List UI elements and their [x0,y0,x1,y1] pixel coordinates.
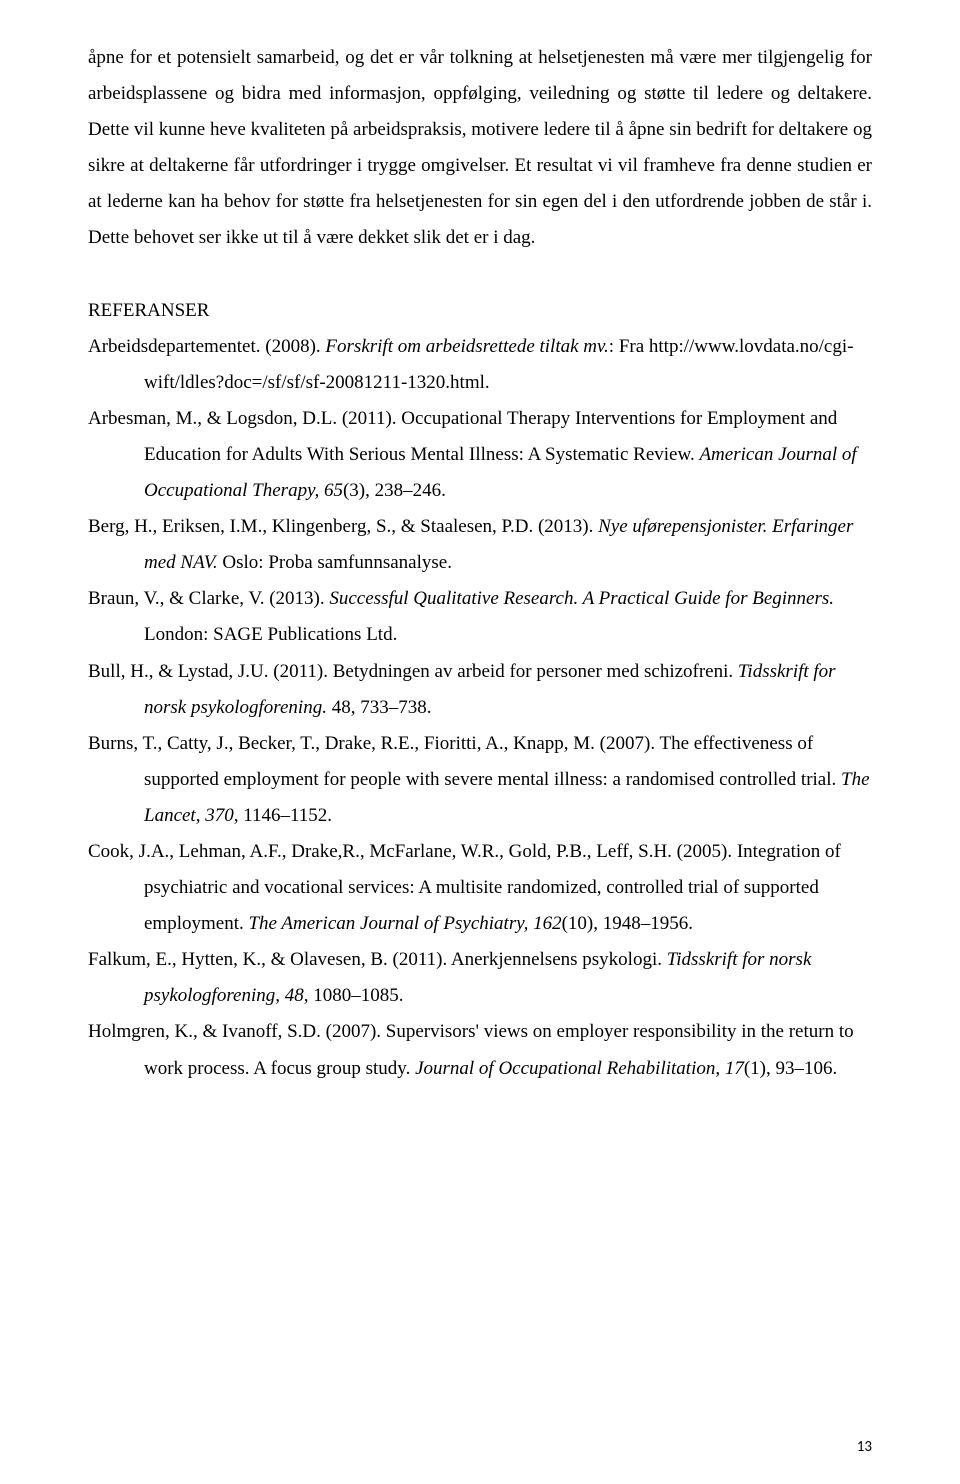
reference-italic: Forskrift om arbeidsrettede tiltak mv. [325,336,608,357]
reference-post: London: SAGE Publications Ltd. [144,624,397,645]
body-paragraph: åpne for et potensielt samarbeid, og det… [88,40,872,257]
reference-pre: Arbeidsdepartementet. (2008). [88,336,325,357]
page-number: 13 [857,1438,872,1456]
reference-pre: Falkum, E., Hytten, K., & Olavesen, B. (… [88,949,667,970]
reference-post: (3), 238–246. [343,480,446,501]
reference-post: (10), 1948–1956. [562,913,693,934]
reference-pre: Bull, H., & Lystad, J.U. (2011). Betydni… [88,661,738,682]
reference-entry: Cook, J.A., Lehman, A.F., Drake,R., McFa… [88,834,872,942]
reference-entry: Arbesman, M., & Logsdon, D.L. (2011). Oc… [88,401,872,509]
reference-entry: Burns, T., Catty, J., Becker, T., Drake,… [88,726,872,834]
reference-post: (1), 93–106. [744,1058,837,1079]
reference-post: 48, 733–738. [327,697,432,718]
references-heading: REFERANSER [88,293,872,329]
reference-pre: Berg, H., Eriksen, I.M., Klingenberg, S.… [88,516,598,537]
reference-italic: Journal of Occupational Rehabilitation, … [415,1058,744,1079]
reference-italic: Successful Qualitative Research. A Pract… [329,588,834,609]
reference-post: , 1080–1085. [304,985,404,1006]
reference-pre: Braun, V., & Clarke, V. (2013). [88,588,329,609]
reference-pre: Burns, T., Catty, J., Becker, T., Drake,… [88,733,841,790]
reference-entry: Holmgren, K., & Ivanoff, S.D. (2007). Su… [88,1014,872,1086]
reference-italic: The American Journal of Psychiatry, 162 [248,913,561,934]
reference-entry: Braun, V., & Clarke, V. (2013). Successf… [88,581,872,653]
reference-entry: Falkum, E., Hytten, K., & Olavesen, B. (… [88,942,872,1014]
page: åpne for et potensielt samarbeid, og det… [0,0,960,1484]
reference-post: , 1146–1152. [234,805,332,826]
references-list: Arbeidsdepartementet. (2008). Forskrift … [88,329,872,1087]
reference-entry: Berg, H., Eriksen, I.M., Klingenberg, S.… [88,509,872,581]
reference-entry: Bull, H., & Lystad, J.U. (2011). Betydni… [88,654,872,726]
reference-entry: Arbeidsdepartementet. (2008). Forskrift … [88,329,872,401]
reference-post: Oslo: Proba samfunnsanalyse. [218,552,452,573]
